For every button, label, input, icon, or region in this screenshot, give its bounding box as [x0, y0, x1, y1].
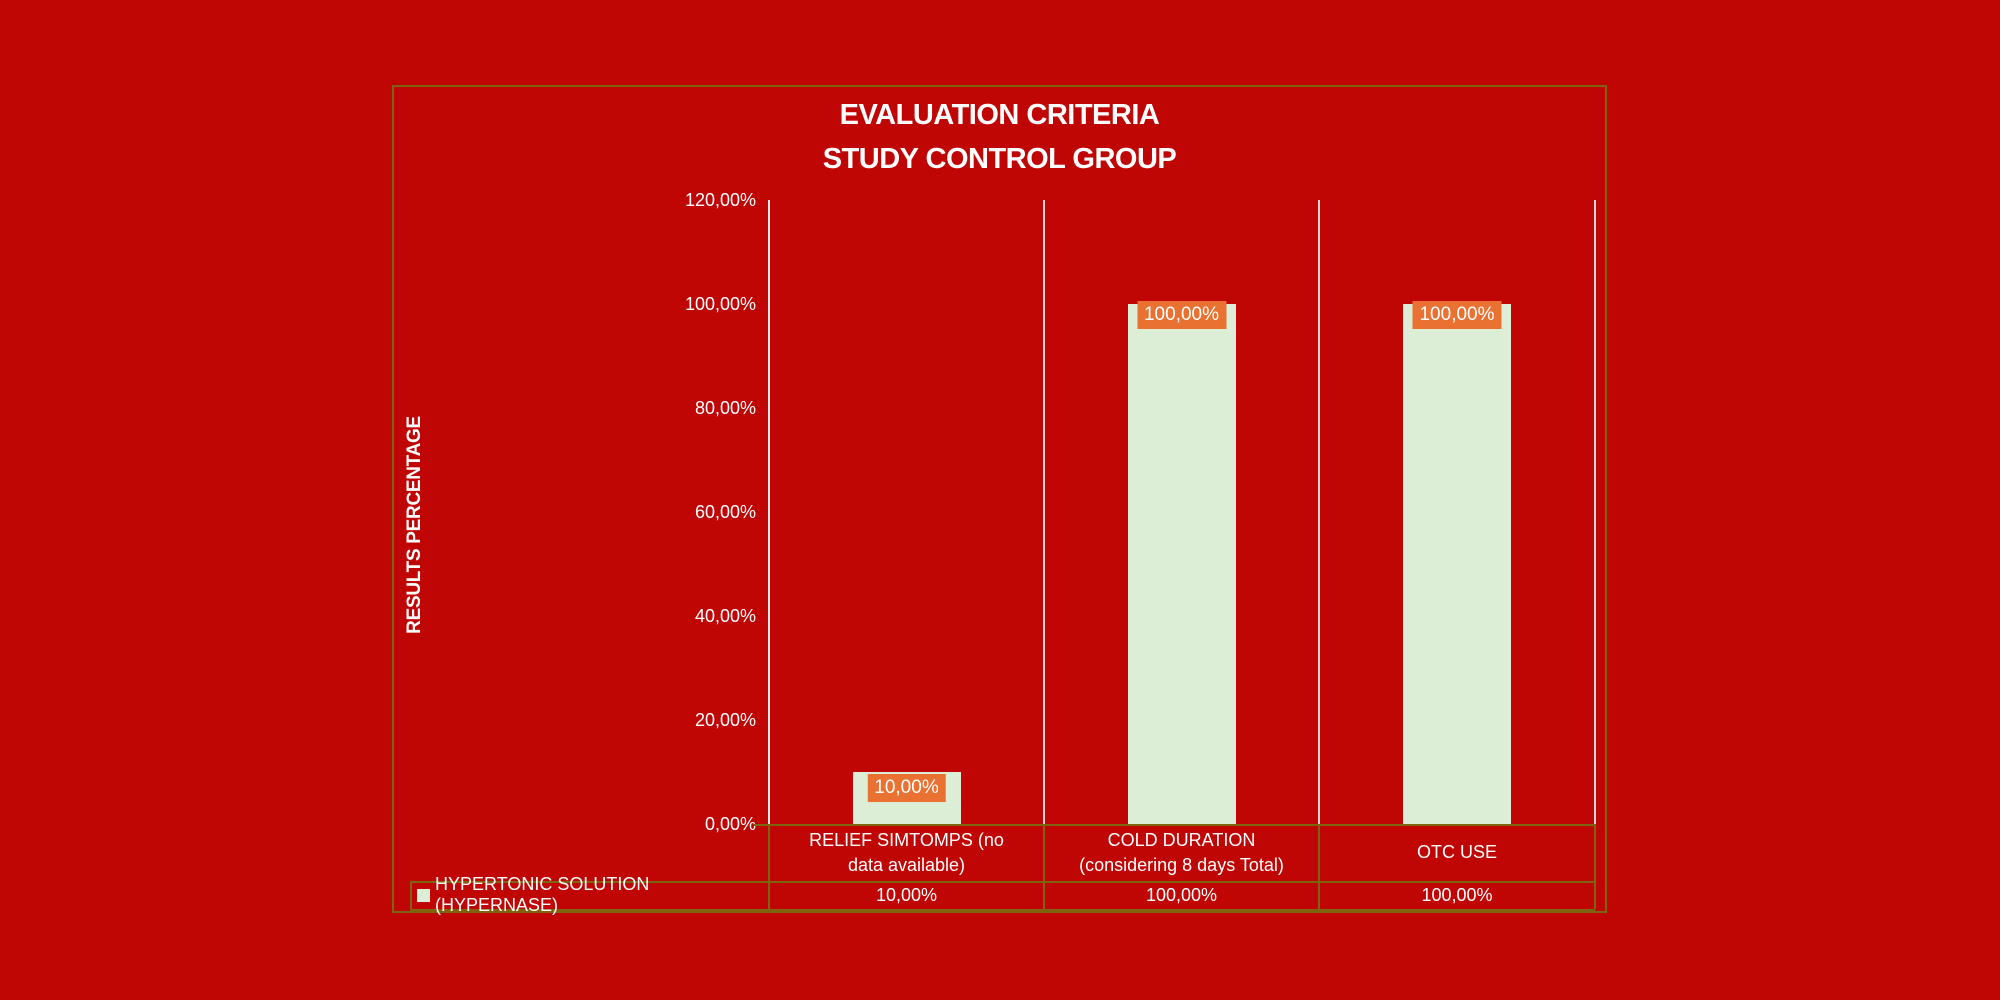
category-label-3: OTC USE: [1319, 824, 1595, 881]
y-tick-label: 120,00%: [684, 190, 756, 210]
table-value-1: 10,00%: [875, 884, 938, 905]
category-label-line: (considering 8 days Total): [1079, 854, 1284, 875]
category-separator-line: [1043, 200, 1045, 824]
data-label-1: 10,00%: [867, 774, 946, 802]
bar-2: [1127, 304, 1236, 824]
category-label-1: RELIEF SIMTOMPS (no data available): [769, 824, 1044, 881]
y-tick-label: 80,00%: [694, 398, 756, 418]
chart-frame: EVALUATION CRITERIA STUDY CONTROL GROUP …: [392, 85, 1607, 915]
legend-cell: HYPERTONIC SOLUTION (HYPERNASE): [410, 874, 769, 915]
table-column-border: [1318, 824, 1320, 909]
legend-swatch-icon: [417, 888, 430, 902]
category-separator-line: [1318, 200, 1320, 824]
chart-title-line-1: EVALUATION CRITERIA: [839, 99, 1160, 131]
y-tick-label: 40,00%: [694, 606, 756, 626]
table-column-border: [1043, 824, 1045, 909]
y-tick-label: 0,00%: [704, 814, 756, 834]
table-bottom-border: [410, 909, 1595, 911]
category-label-line: COLD DURATION: [1107, 829, 1256, 850]
x-axis-line: [754, 824, 1595, 826]
y-axis-line: [768, 200, 770, 824]
legend-series-name: HYPERTONIC SOLUTION (HYPERNASE): [435, 874, 650, 915]
category-label-line: data available): [847, 854, 966, 875]
chart-title: EVALUATION CRITERIA STUDY CONTROL GROUP: [394, 93, 1605, 181]
y-tick-label: 20,00%: [694, 710, 756, 730]
table-left-border: [410, 881, 412, 909]
table-column-border: [1594, 824, 1596, 909]
category-label-line: RELIEF SIMTOMPS (no: [809, 829, 1004, 850]
category-label-2: COLD DURATION (considering 8 days Total): [1044, 824, 1319, 881]
category-label-line: OTC USE: [1416, 842, 1497, 862]
data-label-3: 100,00%: [1412, 301, 1502, 329]
table-row-divider: [410, 881, 1595, 883]
table-column-border: [768, 824, 770, 909]
chart-title-line-2: STUDY CONTROL GROUP: [822, 143, 1177, 175]
y-tick-label: 100,00%: [684, 294, 756, 314]
table-value-3: 100,00%: [1421, 884, 1493, 905]
data-label-2: 100,00%: [1136, 301, 1227, 329]
y-axis-title: RESULTS PERCENTAGE: [404, 416, 425, 634]
table-value-2: 100,00%: [1145, 884, 1218, 905]
category-separator-line: [1594, 200, 1596, 824]
bar-3: [1403, 304, 1511, 824]
y-tick-label: 60,00%: [694, 502, 756, 522]
